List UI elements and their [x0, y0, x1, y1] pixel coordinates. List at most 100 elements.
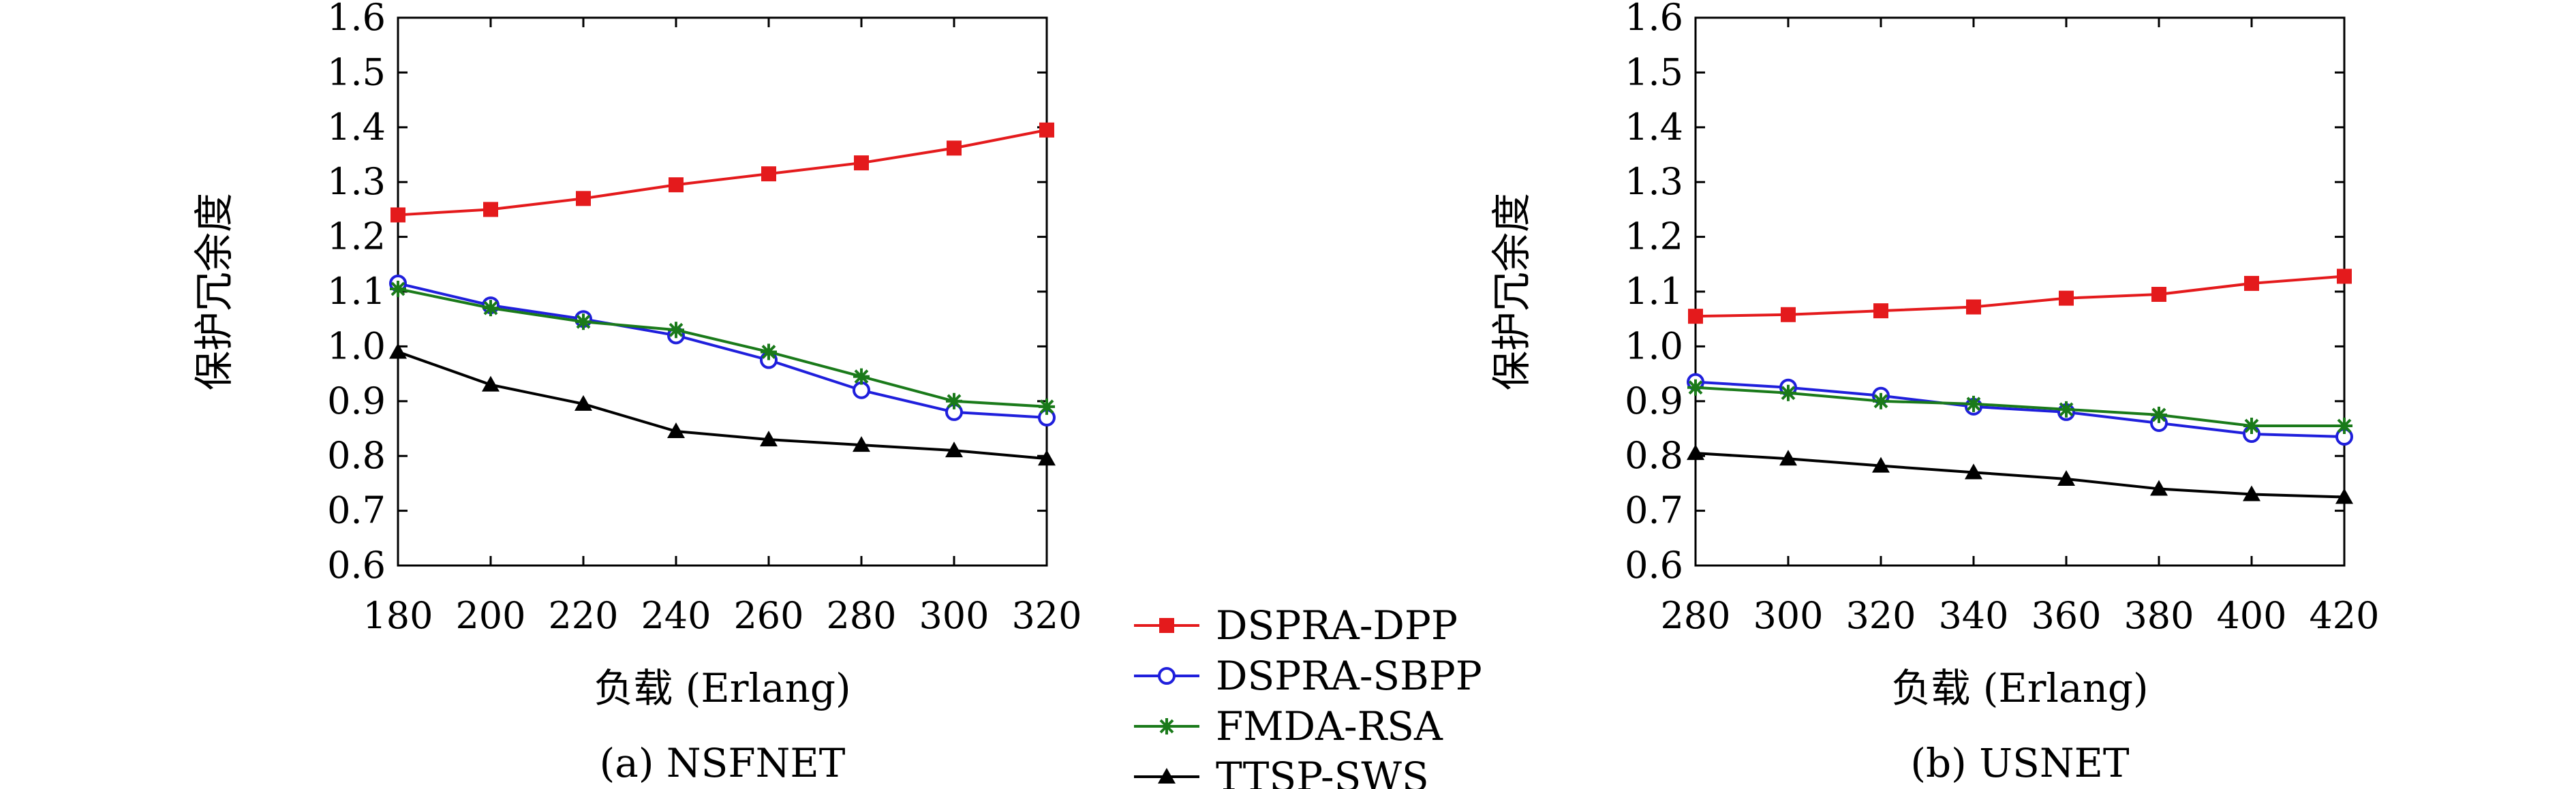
- data-point-dspra-dpp: [947, 140, 962, 156]
- series-line-ttsp-sws: [1695, 452, 2345, 499]
- data-point-dspra-dpp: [1873, 303, 1888, 319]
- y-tick-label: 1.5: [327, 50, 386, 93]
- legend-label-dspra-sbpp: DSPRA-SBPP: [1216, 653, 1482, 699]
- x-tick-label: 280: [1660, 594, 1730, 637]
- data-point-fmda-rsa: [853, 368, 870, 385]
- x-tick-label: 380: [2123, 594, 2194, 637]
- data-point-dspra-dpp: [390, 207, 405, 223]
- data-point-fmda-rsa: [946, 392, 962, 409]
- series-line-dspra-sbpp: [397, 281, 1047, 419]
- data-point-ttsp-sws: [1965, 463, 1982, 480]
- data-point-dspra-dpp: [1781, 307, 1796, 322]
- legend-label-ttsp-sws: TTSP-SWS: [1216, 754, 1429, 789]
- y-tick-label: 1.0: [327, 324, 386, 367]
- series-dspra-dpp: [1688, 268, 2352, 324]
- legend-marker-fmda-rsa: [1159, 718, 1175, 734]
- y-tick-label: 1.4: [1625, 106, 1683, 149]
- x-tick-label: 300: [919, 594, 989, 637]
- series-line-dspra-dpp: [1695, 275, 2345, 318]
- x-tick-label: 420: [2309, 594, 2379, 637]
- data-point-dspra-dpp: [483, 202, 498, 217]
- data-point-dspra-dpp: [761, 166, 776, 182]
- data-point-fmda-rsa: [1039, 398, 1055, 415]
- panel-nsfnet: 0.6 0.7 0.8 0.9 1.0 1.1 1.2 1.3 1.4 1.5 1.6 180 200 2…: [191, 0, 1082, 786]
- x-tick-label: 260: [733, 594, 803, 637]
- data-point-fmda-rsa: [1965, 395, 1982, 412]
- x-axis-label: 负载 (Erlang): [1891, 665, 2148, 711]
- data-point-dspra-dpp: [669, 177, 684, 193]
- x-tick-label: 320: [1011, 594, 1082, 637]
- data-point-ttsp-sws: [667, 422, 685, 439]
- x-tick-label: 200: [455, 594, 525, 637]
- series-ttsp-sws: [1687, 444, 2353, 504]
- legend-marker-ttsp-sws: [1158, 768, 1176, 784]
- data-point-ttsp-sws: [853, 436, 870, 452]
- data-point-ttsp-sws: [1687, 444, 1704, 461]
- y-tick-label: 0.6: [327, 544, 386, 587]
- y-tick-label: 1.6: [1625, 0, 1683, 39]
- series-fmda-rsa: [390, 280, 1055, 415]
- data-point-dspra-dpp: [2337, 268, 2352, 284]
- data-point-dspra-dpp: [1688, 309, 1703, 324]
- data-point-dspra-dpp: [1966, 299, 1981, 315]
- data-point-fmda-rsa: [668, 322, 684, 339]
- x-tick-label: 240: [641, 594, 711, 637]
- y-tick-label: 0.7: [1625, 489, 1683, 532]
- data-point-ttsp-sws: [760, 431, 778, 447]
- x-tick-label: 360: [2031, 594, 2101, 637]
- legend-marker-dspra-dpp: [1159, 618, 1174, 633]
- data-point-fmda-rsa: [761, 343, 777, 360]
- data-point-dspra-dpp: [854, 155, 869, 171]
- y-tick-label: 1.2: [1625, 215, 1683, 258]
- y-tick-label: 0.6: [1625, 544, 1683, 587]
- data-point-fmda-rsa: [2243, 417, 2260, 434]
- data-point-ttsp-sws: [2243, 485, 2260, 501]
- data-point-dspra-dpp: [576, 191, 591, 206]
- y-tick-label: 1.3: [327, 160, 386, 203]
- data-point-fmda-rsa: [390, 280, 406, 297]
- y-tick-label: 1.6: [327, 0, 386, 39]
- data-point-dspra-dpp: [2244, 275, 2259, 291]
- panel-usnet: 0.6 0.7 0.8 0.9 1.0 1.1 1.2 1.3 1.4 1.5 1.6 280 300 3…: [1488, 0, 2380, 786]
- x-tick-label: 400: [2216, 594, 2286, 637]
- data-point-ttsp-sws: [2150, 480, 2168, 496]
- y-tick-label: 0.9: [327, 380, 386, 422]
- panel-caption: (a) NSFNET: [600, 740, 846, 786]
- data-point-fmda-rsa: [575, 313, 592, 330]
- legend-marker-dspra-sbpp: [1158, 667, 1176, 685]
- data-point-ttsp-sws: [2057, 469, 2075, 486]
- series-line-fmda-rsa: [397, 288, 1047, 408]
- data-point-fmda-rsa: [482, 300, 499, 317]
- data-point-dspra-dpp: [1039, 122, 1054, 138]
- series-line-fmda-rsa: [1695, 386, 2344, 427]
- y-tick-label: 1.2: [327, 215, 386, 258]
- y-tick-label: 1.4: [327, 106, 386, 149]
- data-point-ttsp-sws: [482, 375, 500, 392]
- plot-frame: [1694, 16, 2346, 567]
- y-tick-label: 0.8: [1625, 434, 1683, 477]
- data-point-fmda-rsa: [2151, 406, 2167, 423]
- data-point-ttsp-sws: [1038, 450, 1056, 466]
- series-ttsp-sws: [389, 343, 1056, 466]
- series-dspra-dpp: [390, 122, 1054, 223]
- legend-label-dspra-dpp: DSPRA-DPP: [1216, 602, 1458, 649]
- y-tick-label: 0.8: [327, 434, 386, 477]
- data-point-ttsp-sws: [1872, 457, 1890, 473]
- x-axis-label: 负载 (Erlang): [594, 665, 850, 711]
- x-tick-label: 220: [548, 594, 618, 637]
- y-tick-label: 1.1: [1625, 270, 1683, 313]
- x-tick-label: 280: [826, 594, 896, 637]
- data-point-ttsp-sws: [1779, 450, 1797, 466]
- series-line-dspra-sbpp: [1695, 380, 2345, 439]
- data-point-ttsp-sws: [2335, 488, 2353, 504]
- y-tick-label: 1.1: [327, 270, 386, 313]
- series-fmda-rsa: [1687, 379, 2352, 434]
- x-tick-label: 180: [363, 594, 433, 637]
- data-point-ttsp-sws: [945, 442, 963, 458]
- y-axis-label: 保护冗余度: [191, 193, 237, 390]
- y-tick-label: 1.3: [1625, 160, 1683, 203]
- x-tick-label: 320: [1845, 594, 1916, 637]
- series-line-dspra-dpp: [397, 128, 1047, 217]
